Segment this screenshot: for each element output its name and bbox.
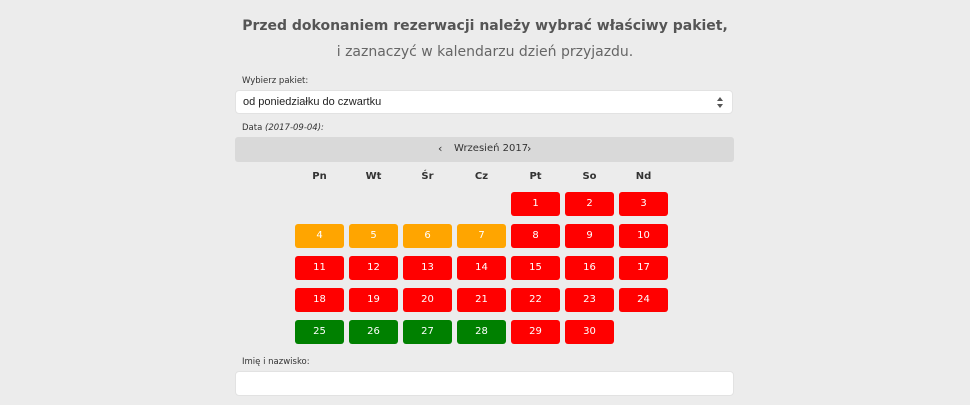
calendar-day[interactable]: 4 bbox=[295, 224, 344, 248]
calendar-day[interactable]: 13 bbox=[403, 256, 452, 280]
weekday-label: Cz bbox=[474, 171, 489, 182]
intro-line-2: i zaznaczyć w kalendarzu dzień przyjazdu… bbox=[336, 44, 634, 60]
intro-line-1: Przed dokonaniem rezerwacji należy wybra… bbox=[242, 18, 728, 34]
calendar-day[interactable]: 30 bbox=[565, 320, 614, 344]
calendar-day[interactable]: 3 bbox=[619, 192, 668, 216]
calendar-day[interactable]: 17 bbox=[619, 256, 668, 280]
calendar-day[interactable]: 1 bbox=[511, 192, 560, 216]
name-input[interactable] bbox=[235, 371, 734, 396]
calendar-day[interactable]: 20 bbox=[403, 288, 452, 312]
calendar-day[interactable]: 21 bbox=[457, 288, 506, 312]
calendar-day[interactable]: 24 bbox=[619, 288, 668, 312]
calendar-day[interactable]: 28 bbox=[457, 320, 506, 344]
calendar-day[interactable]: 12 bbox=[349, 256, 398, 280]
calendar-day[interactable]: 8 bbox=[511, 224, 560, 248]
package-select[interactable]: od poniedziałku do czwartku bbox=[235, 90, 733, 114]
calendar-day[interactable]: 14 bbox=[457, 256, 506, 280]
calendar-day[interactable]: 23 bbox=[565, 288, 614, 312]
select-arrows-icon bbox=[717, 96, 725, 110]
calendar-day[interactable]: 5 bbox=[349, 224, 398, 248]
calendar-day[interactable]: 22 bbox=[511, 288, 560, 312]
package-select-value: od poniedziałku do czwartku bbox=[243, 96, 382, 108]
intro-text: Przed dokonaniem rezerwacji należy wybra… bbox=[0, 16, 970, 62]
calendar-day[interactable]: 16 bbox=[565, 256, 614, 280]
date-label: Data (2017-09-04): bbox=[242, 123, 324, 133]
name-label: Imię i nazwisko: bbox=[242, 357, 310, 367]
date-value: (2017-09-04): bbox=[265, 123, 324, 133]
calendar-day[interactable]: 15 bbox=[511, 256, 560, 280]
prev-month-button[interactable]: ‹ bbox=[438, 142, 443, 155]
calendar-day[interactable]: 7 bbox=[457, 224, 506, 248]
calendar-day[interactable]: 19 bbox=[349, 288, 398, 312]
calendar-day[interactable]: 25 bbox=[295, 320, 344, 344]
calendar-day[interactable]: 27 bbox=[403, 320, 452, 344]
weekday-label: Pn bbox=[312, 171, 327, 182]
package-label: Wybierz pakiet: bbox=[242, 76, 309, 86]
weekday-label: Pt bbox=[529, 171, 542, 182]
calendar-day[interactable]: 26 bbox=[349, 320, 398, 344]
next-month-button[interactable]: › bbox=[527, 142, 532, 155]
calendar-day[interactable]: 6 bbox=[403, 224, 452, 248]
calendar-month: Wrzesień 2017 bbox=[454, 143, 529, 154]
calendar-day[interactable]: 11 bbox=[295, 256, 344, 280]
weekday-label: So bbox=[582, 171, 597, 182]
calendar-day[interactable]: 10 bbox=[619, 224, 668, 248]
weekday-label: Wt bbox=[365, 171, 382, 182]
weekday-label: Nd bbox=[635, 171, 652, 182]
calendar-day[interactable]: 18 bbox=[295, 288, 344, 312]
weekday-label: Śr bbox=[421, 171, 434, 182]
calendar-day[interactable]: 2 bbox=[565, 192, 614, 216]
calendar-day[interactable]: 9 bbox=[565, 224, 614, 248]
calendar-day[interactable]: 29 bbox=[511, 320, 560, 344]
calendar-header: ‹ Wrzesień 2017 › bbox=[235, 137, 734, 162]
date-label-text: Data bbox=[242, 123, 263, 133]
